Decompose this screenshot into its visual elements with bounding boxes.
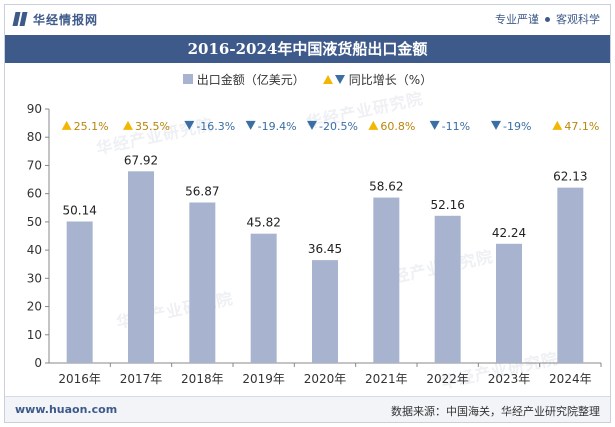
- brand[interactable]: 华经情报网: [12, 11, 99, 27]
- bar-value-label: 62.13: [553, 170, 587, 184]
- footer-source: 数据来源：中国海关，华经产业研究院整理: [391, 405, 600, 418]
- growth-down-triangle-icon: [245, 120, 256, 130]
- growth-up-triangle-icon: [368, 120, 379, 130]
- slogan-right: 客观科学: [556, 13, 600, 26]
- bar: [189, 202, 216, 363]
- y-tick-label: 30: [27, 271, 42, 285]
- growth-down-triangle-icon: [307, 120, 317, 130]
- x-tick-label: 2022年: [426, 372, 469, 386]
- growth-down-triangle-icon: [184, 120, 195, 130]
- legend-bar-label: 出口金额（亿美元）: [196, 72, 305, 87]
- x-tick-label: 2018年: [181, 372, 224, 386]
- chart-legend: 出口金额（亿美元） 同比增长（%）: [5, 71, 610, 87]
- y-tick-label: 70: [27, 158, 42, 172]
- bar: [66, 221, 93, 363]
- footer-site-link[interactable]: www.huaon.com: [15, 403, 118, 416]
- legend-bar-swatch: [182, 74, 193, 84]
- legend-growth-label: 同比增长（%）: [348, 72, 433, 87]
- chart-frame: 华经情报网 专业严谨 客观科学 2016-2024年中国液货船出口金额 出口金额…: [4, 4, 611, 423]
- x-tick-label: 2016年: [58, 372, 101, 386]
- x-tick-label: 2017年: [120, 372, 163, 386]
- bar-value-label: 36.45: [308, 242, 342, 256]
- growth-up-triangle-icon: [123, 120, 133, 130]
- growth-rate-label: -19%: [503, 120, 531, 133]
- bar-value-label: 56.87: [185, 185, 219, 199]
- slogan-left: 专业严谨: [495, 13, 539, 26]
- growth-rate-label: 35.5%: [135, 120, 170, 133]
- title-bar: 2016-2024年中国液货船出口金额: [5, 35, 610, 63]
- x-tick-label: 2019年: [242, 372, 285, 386]
- y-tick-label: 20: [27, 300, 42, 314]
- bar-value-label: 42.24: [492, 226, 526, 240]
- x-tick-label: 2020年: [304, 372, 347, 386]
- bar: [312, 260, 338, 363]
- chart-title: 2016-2024年中国液货船出口金额: [187, 40, 428, 58]
- bar: [250, 233, 277, 363]
- y-tick-label: 40: [27, 243, 42, 257]
- growth-rate-label: -11%: [442, 120, 470, 133]
- bar: [557, 187, 584, 363]
- growth-down-triangle-icon: [429, 120, 440, 130]
- top-bar: 华经情报网 专业严谨 客观科学: [5, 5, 610, 33]
- growth-rate-label: 47.1%: [564, 120, 599, 133]
- x-tick-label: 2021年: [365, 372, 408, 386]
- y-tick-label: 90: [27, 102, 42, 116]
- bar: [373, 197, 400, 363]
- y-tick-label: 10: [27, 328, 42, 342]
- bar: [496, 243, 522, 363]
- y-tick-label: 50: [27, 215, 42, 229]
- brand-name: 华经情报网: [33, 12, 99, 27]
- growth-rate-label: 25.1%: [74, 120, 109, 133]
- bar-value-label: 50.14: [62, 203, 96, 217]
- bar-chart: 0 10 20 30 40 50 60 70 80 90 50.14 2016年 25.1% 67.92 2…: [27, 102, 602, 386]
- growth-rate-label: -16.3%: [196, 120, 235, 133]
- footer: www.huaon.com 数据来源：中国海关，华经产业研究院整理: [5, 396, 610, 422]
- growth-up-triangle-icon: [552, 120, 563, 130]
- x-tick-label: 2023年: [488, 372, 531, 386]
- bullet-dot-icon: [545, 16, 550, 22]
- brand-logo-icon: [12, 12, 28, 26]
- bar-value-label: 67.92: [124, 153, 158, 167]
- growth-rate-label: -19.4%: [258, 120, 297, 133]
- y-tick-label: 0: [34, 356, 42, 370]
- bar-value-label: 45.82: [246, 216, 280, 230]
- bar: [128, 171, 154, 363]
- x-tick-label: 2024年: [549, 372, 592, 386]
- growth-rate-label: -20.5%: [319, 120, 358, 133]
- bar-value-label: 58.62: [369, 180, 403, 194]
- bar-value-label: 52.16: [430, 198, 464, 212]
- y-tick-label: 60: [27, 187, 42, 201]
- growth-rate-label: 60.8%: [380, 120, 415, 133]
- growth-up-triangle-icon: [61, 120, 72, 130]
- y-tick-label: 80: [27, 130, 42, 144]
- legend-down-triangle-icon: [334, 74, 345, 84]
- slogan: 专业严谨 客观科学: [495, 11, 600, 27]
- bar: [434, 215, 461, 363]
- growth-down-triangle-icon: [491, 120, 501, 130]
- legend-up-triangle-icon: [322, 74, 333, 84]
